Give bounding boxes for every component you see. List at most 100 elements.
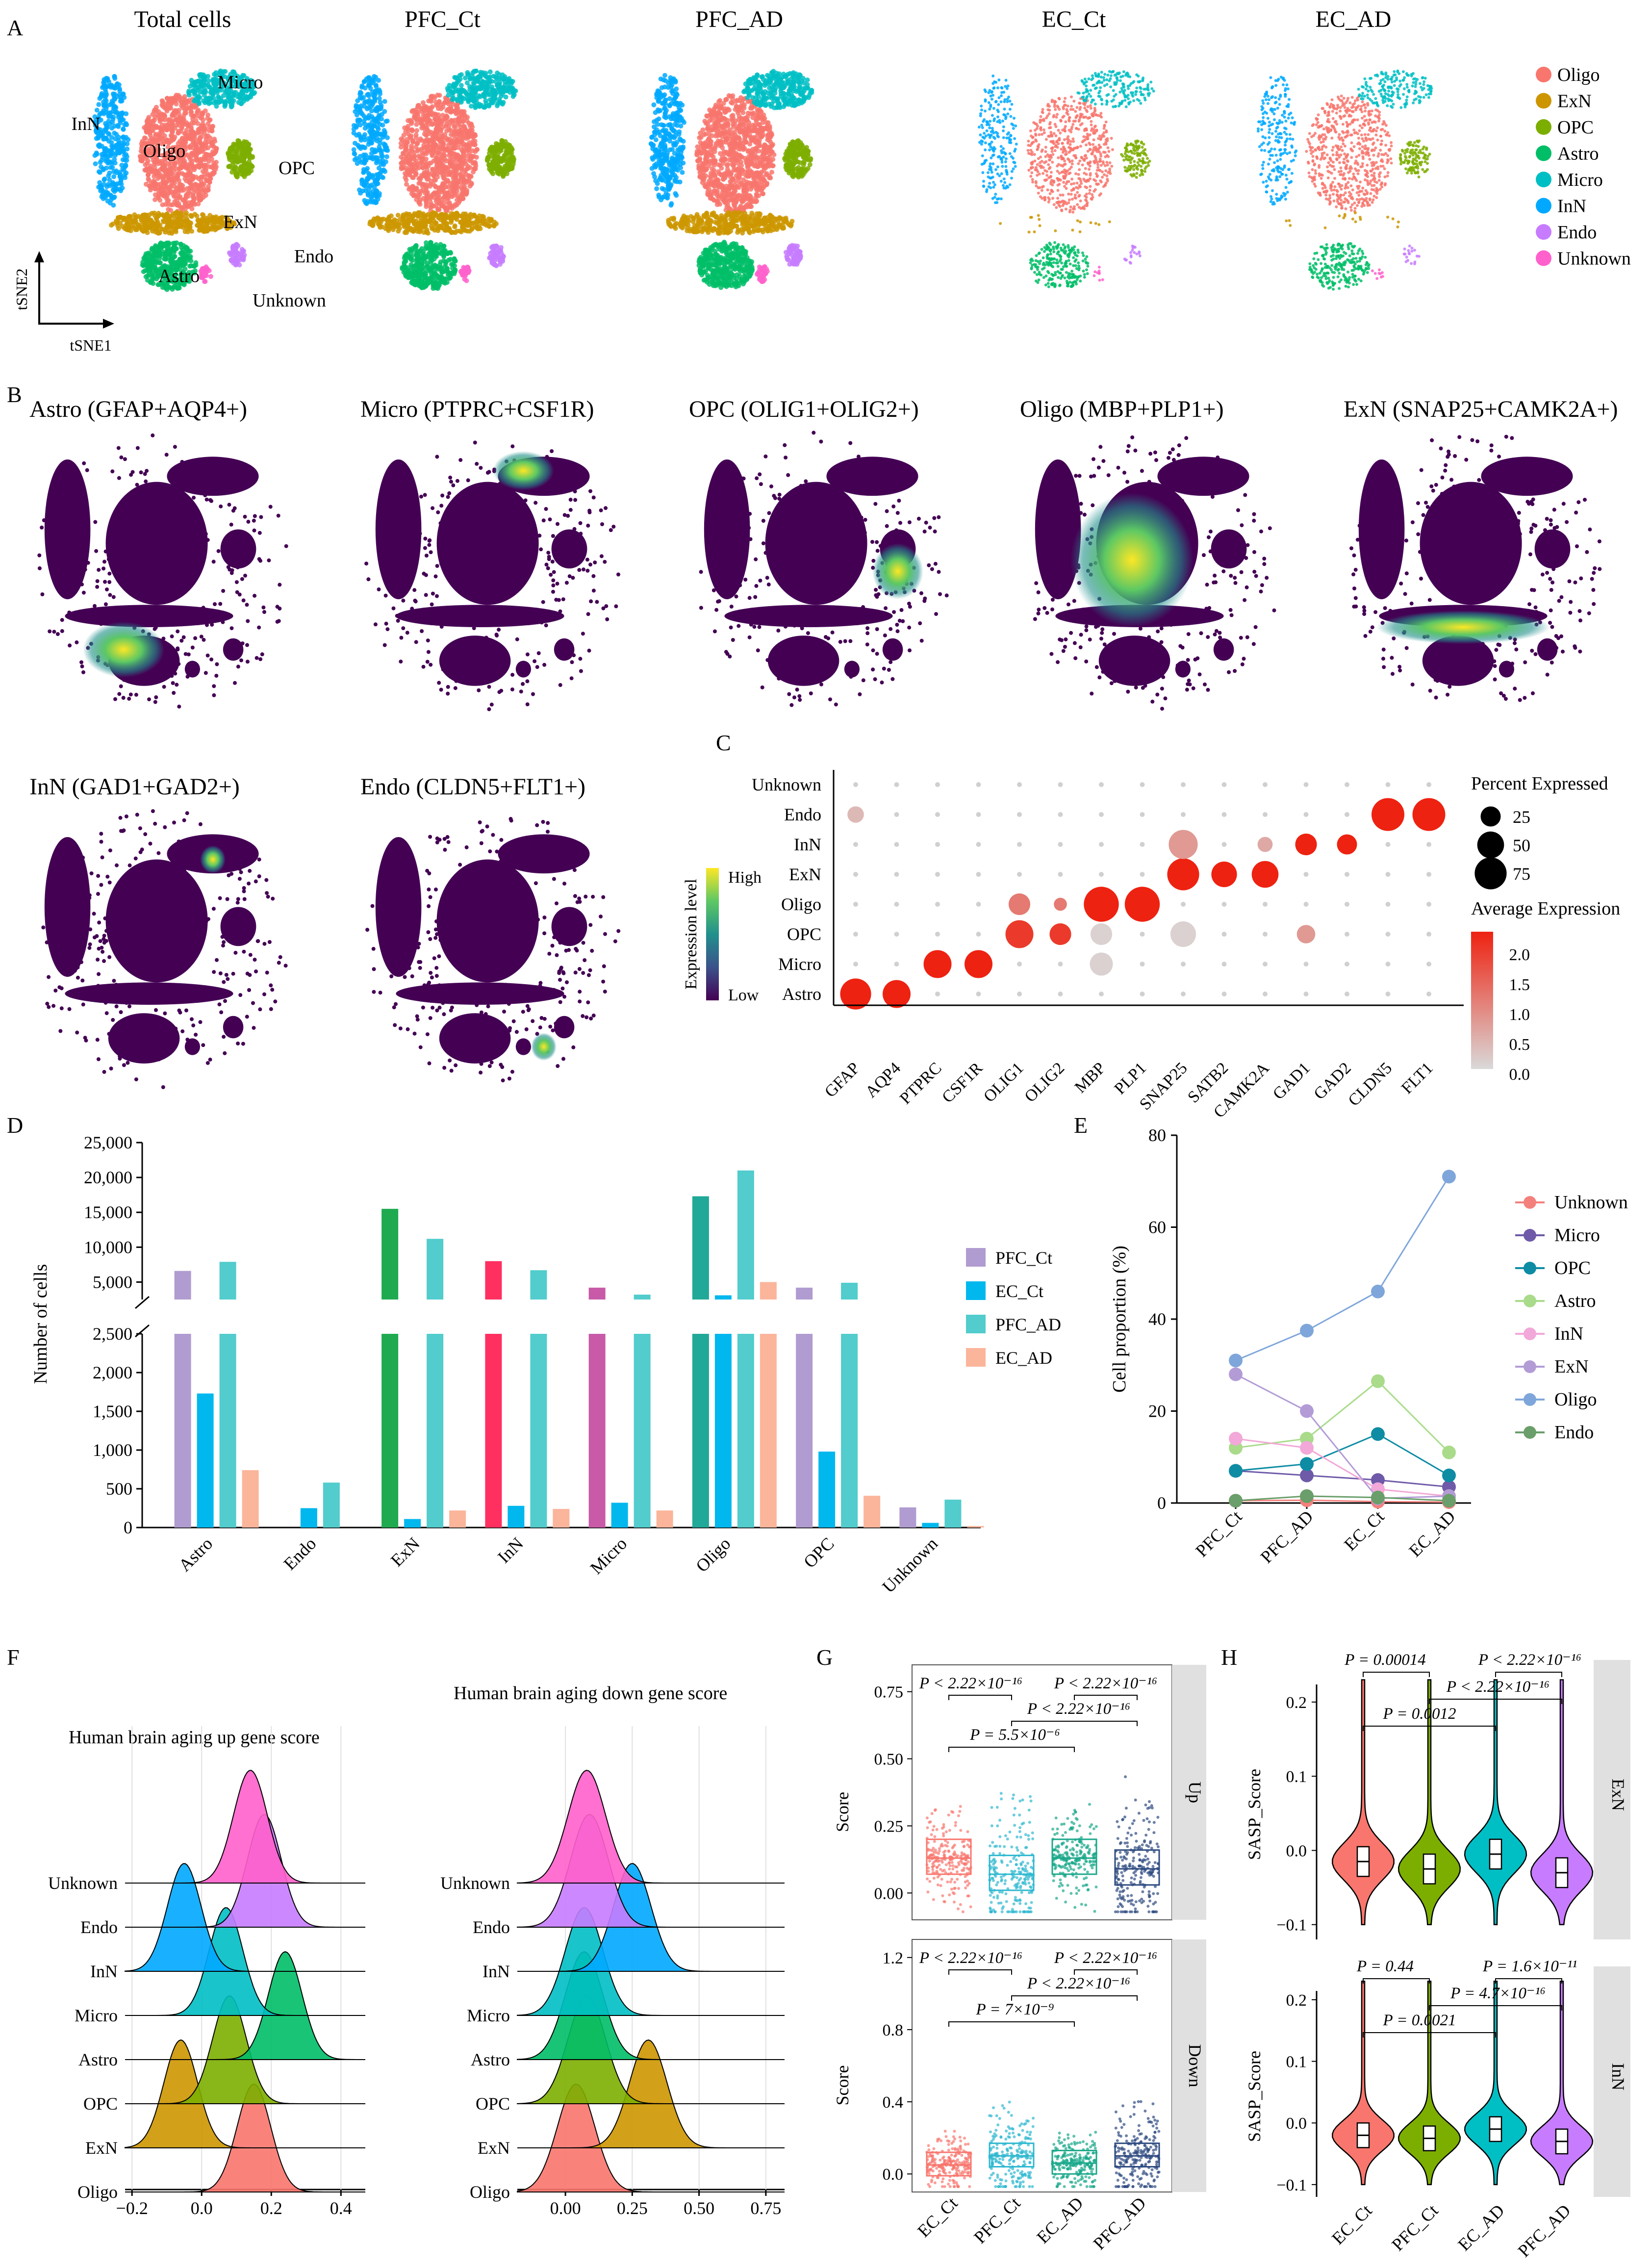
tsne-point-Astro [438,259,443,265]
tsne-point-InN [357,122,363,127]
tsne-point-Oligo [417,176,423,181]
tsne-point-ExN [202,229,207,234]
tsne-point-Astro [419,254,424,259]
tsne-point-InN [106,114,111,119]
tsne-point-Oligo [454,103,459,108]
tsne-point-Astro [146,268,151,273]
tsne-point-ExN [456,213,461,218]
tsne-point-InN [355,117,360,123]
tsne-point-OPC [492,152,497,157]
tsne-point-Micro [458,98,464,103]
tsne-point-Astro [178,256,183,262]
tsne-point-InN [362,160,367,166]
tsne-point-Oligo [171,194,177,199]
tsne-point-InN [109,135,114,140]
tsne-point-Astro [436,283,441,289]
tsne-point-Oligo [442,205,448,211]
tsne-point-Oligo [457,172,462,178]
tsne-point-Oligo [157,117,163,123]
tsne-point-Oligo [404,137,409,142]
tsne-point-Oligo [179,135,185,141]
tsne-point-Micro [199,82,204,87]
tsne-point-Oligo [447,106,452,111]
tsne-point-InN [379,112,384,117]
tsne-point-Oligo [152,109,157,114]
tsne-point-InN [365,199,370,204]
tsne-point-InN [362,179,367,184]
tsne-point-InN [367,98,372,103]
tsne-point-InN [105,199,110,204]
tsne-point-Oligo [144,181,149,187]
panel-letter-h: H [1221,1645,1237,1670]
tsne-point-ExN [210,215,216,220]
tsne-point-Micro [203,96,209,102]
tsne-point-Oligo [409,188,415,193]
tsne-point-Micro [229,102,234,108]
tsne-point-Endo [487,255,493,260]
tsne-point-Oligo [209,126,214,131]
tsne-point-Micro [478,70,483,75]
tsne-point-Oligo [471,169,476,175]
tsne-point-Oligo [420,150,425,155]
tsne-point-InN [362,132,367,137]
tsne-point-Oligo [459,164,464,169]
tsne-point-Micro [455,79,460,85]
tsne-point-OPC [489,169,494,175]
tsne-point-Oligo [192,197,197,202]
tsne-point-ExN [151,227,156,232]
tsne-point-Astro [448,256,453,262]
tsne-point-Astro [141,269,146,274]
tsne-point-Astro [403,265,408,270]
tsne-point-Oligo [461,177,466,182]
tsne-point-InN [103,121,108,126]
tsne-point-Oligo [437,122,443,127]
tsne-point-InN [370,102,375,107]
tsne-point-Oligo [451,179,456,185]
tsne-point-Oligo [406,118,411,123]
tsne-point-Oligo [182,97,188,102]
tsne-point-Oligo [470,160,476,166]
tsne-point-InN [374,179,380,185]
tsne-point-Micro [236,100,241,105]
tsne-point-Oligo [418,121,424,126]
tsne-point-Oligo [175,171,180,177]
tsne-point-Astro [168,247,174,253]
tsne-point-Oligo [163,172,168,177]
tsne-point-OPC [235,155,241,160]
tsne-point-OPC [484,157,490,163]
tsne-point-Oligo [420,161,425,166]
tsne-point-Astro [158,260,163,265]
tsne-point-ExN [203,224,208,229]
tsne-point-ExN [176,216,181,222]
tsne-point-Astro [429,258,434,263]
tsne-point-Oligo [422,131,427,137]
tsne-point-Oligo [170,113,176,118]
tsne-point-Oligo [200,121,205,127]
tsne-point-Endo [237,262,242,268]
tsne-point-InN [105,76,110,81]
tsne-point-Micro [201,75,206,80]
tsne-point-InN [382,99,387,104]
tsne-point-InN [107,149,113,154]
tsne-point-ExN [452,224,457,229]
tsne-point-Oligo [193,152,199,156]
tsne-point-Oligo [411,153,417,159]
tsne-point-Oligo [179,171,185,176]
tsne-point-Oligo [146,172,151,178]
tsne-point-Oligo [457,109,462,114]
tsne-point-Micro [229,98,235,103]
tsne-point-Oligo [169,132,175,137]
tsne-point-OPC [228,150,233,155]
tsne-point-Oligo [468,174,473,179]
tsne-point-Oligo [199,115,204,120]
tsne-point-Oligo [414,128,419,133]
tsne-point-Oligo [188,109,194,115]
tsne-point-Endo [236,251,241,256]
tsne-point-Oligo [203,146,208,151]
tsne-point-Micro [209,91,215,96]
tsne-point-Micro [481,84,486,89]
tsne-point-Oligo [434,151,439,156]
tsne-point-Oligo [440,174,446,179]
tsne-point-InN [121,127,126,132]
tsne-point-Oligo [188,128,194,133]
